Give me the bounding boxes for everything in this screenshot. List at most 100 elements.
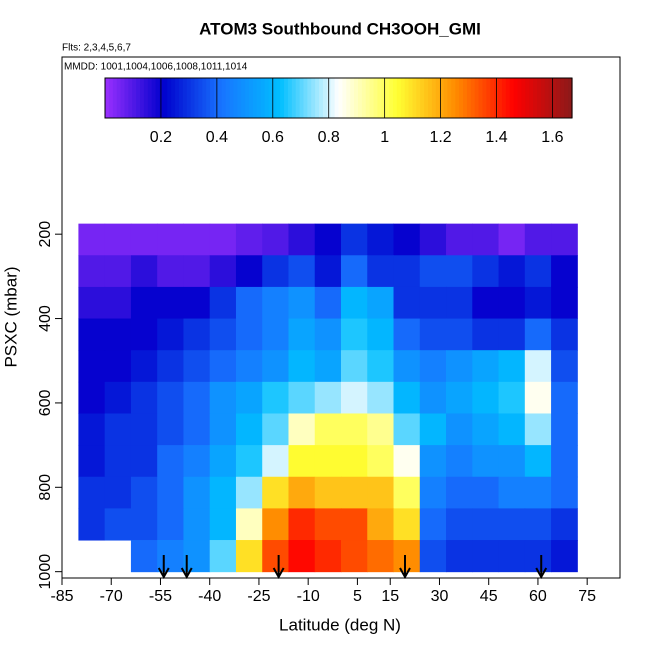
colorbar-tick-label: 0.6 xyxy=(262,129,284,146)
heat-cell xyxy=(209,413,237,446)
heat-cell xyxy=(130,508,158,541)
heat-cell xyxy=(472,413,500,446)
colorbar-segment xyxy=(466,78,472,118)
heat-cell xyxy=(183,413,211,446)
colorbar-segment xyxy=(396,78,402,118)
heat-cell xyxy=(446,318,473,351)
heat-cell xyxy=(419,540,447,573)
colorbar-segment xyxy=(357,78,363,118)
heat-cell xyxy=(419,223,447,256)
heat-cell xyxy=(393,223,421,256)
colorbar-segment xyxy=(412,78,417,118)
heat-cell xyxy=(446,508,473,541)
colorbar-segment xyxy=(287,78,293,118)
heat-cell xyxy=(235,286,263,320)
heat-cell xyxy=(288,445,316,478)
colorbar-segment xyxy=(560,78,565,118)
heat-cell xyxy=(498,540,526,573)
heat-cell xyxy=(498,445,526,478)
colorbar-segment xyxy=(428,78,433,118)
heat-cell xyxy=(524,223,552,256)
x-tick-label: -25 xyxy=(247,588,270,605)
heat-cell xyxy=(209,381,237,414)
colorbar-segment xyxy=(509,78,515,118)
plot-frame xyxy=(61,56,621,579)
heat-cell xyxy=(235,476,263,509)
heat-cell xyxy=(472,350,500,383)
colorbar-segment xyxy=(182,78,188,118)
x-tick-label: -10 xyxy=(297,588,320,605)
heat-cell xyxy=(157,318,184,351)
heat-cell xyxy=(367,476,395,509)
colorbar-segment xyxy=(540,78,546,118)
colorbar-segment xyxy=(521,78,526,118)
heat-cell xyxy=(157,540,184,573)
colorbar-segment xyxy=(447,78,452,118)
colorbar-segment xyxy=(420,78,425,118)
heat-cell xyxy=(157,445,184,478)
heat-cell xyxy=(78,350,106,383)
colorbar-segment xyxy=(307,78,312,118)
heat-cell xyxy=(341,223,368,256)
chart-title: ATOM3 Southbound CH3OOH_GMI xyxy=(199,19,481,38)
heat-cell xyxy=(130,286,158,320)
heat-cell xyxy=(104,255,132,288)
colorbar-segment xyxy=(392,78,398,118)
heat-cell xyxy=(314,508,342,541)
heat-cell xyxy=(498,508,526,541)
heat-cell xyxy=(524,508,552,541)
heat-cell xyxy=(524,476,552,509)
heat-cell xyxy=(130,255,158,288)
colorbar-segment xyxy=(120,78,126,118)
heat-cell xyxy=(446,476,473,509)
heat-cell xyxy=(498,286,526,320)
heat-cell xyxy=(367,286,395,320)
colorbar-segment xyxy=(404,78,410,118)
heat-cell xyxy=(472,255,500,288)
heat-cell xyxy=(367,445,395,478)
colorbar-segment xyxy=(365,78,371,118)
colorbar-segment xyxy=(463,78,468,118)
x-tick-label: 45 xyxy=(480,588,498,605)
heat-cell xyxy=(498,223,526,256)
heat-cell xyxy=(341,540,368,573)
heat-cell xyxy=(288,381,316,414)
colorbar-segment xyxy=(346,78,351,118)
heat-cell xyxy=(288,223,316,256)
x-tick-label: 75 xyxy=(578,588,596,605)
y-tick-label: 200 xyxy=(37,221,54,248)
heat-cell xyxy=(341,445,368,478)
heat-cell xyxy=(524,413,552,446)
heat-cell xyxy=(393,476,421,509)
heat-cell xyxy=(130,413,158,446)
heat-cell xyxy=(551,540,578,573)
colorbar-segment xyxy=(474,78,480,118)
heat-cell xyxy=(446,540,473,573)
heat-cell xyxy=(367,318,395,351)
colorbar-segment xyxy=(439,78,445,118)
arrow-head xyxy=(399,567,411,580)
heat-cell xyxy=(130,318,158,351)
colorbar-segment xyxy=(424,78,429,118)
heat-cell xyxy=(183,223,211,256)
heat-cell xyxy=(393,413,421,446)
colorbar-segment xyxy=(178,78,184,118)
colorbar-segment xyxy=(303,78,308,118)
heat-cell xyxy=(419,413,447,446)
heat-cell xyxy=(262,381,289,414)
heat-cell xyxy=(341,413,368,446)
colorbar-segment xyxy=(490,78,495,118)
heat-cell xyxy=(367,508,395,541)
colorbar-segment xyxy=(221,78,227,118)
colorbar-segment xyxy=(443,78,449,118)
colorbar-segment xyxy=(315,78,320,118)
colorbar-segment xyxy=(116,78,122,118)
colorbar-segment xyxy=(338,78,343,118)
colorbar-segment xyxy=(260,78,266,118)
heat-cell xyxy=(235,255,263,288)
subtitle: MMDD: 1001,1004,1006,1008,1011,1014 xyxy=(64,62,248,73)
heat-cell xyxy=(367,223,395,256)
colorbar-segment xyxy=(544,78,550,118)
heat-cell xyxy=(78,223,106,256)
heat-cell xyxy=(288,286,316,320)
